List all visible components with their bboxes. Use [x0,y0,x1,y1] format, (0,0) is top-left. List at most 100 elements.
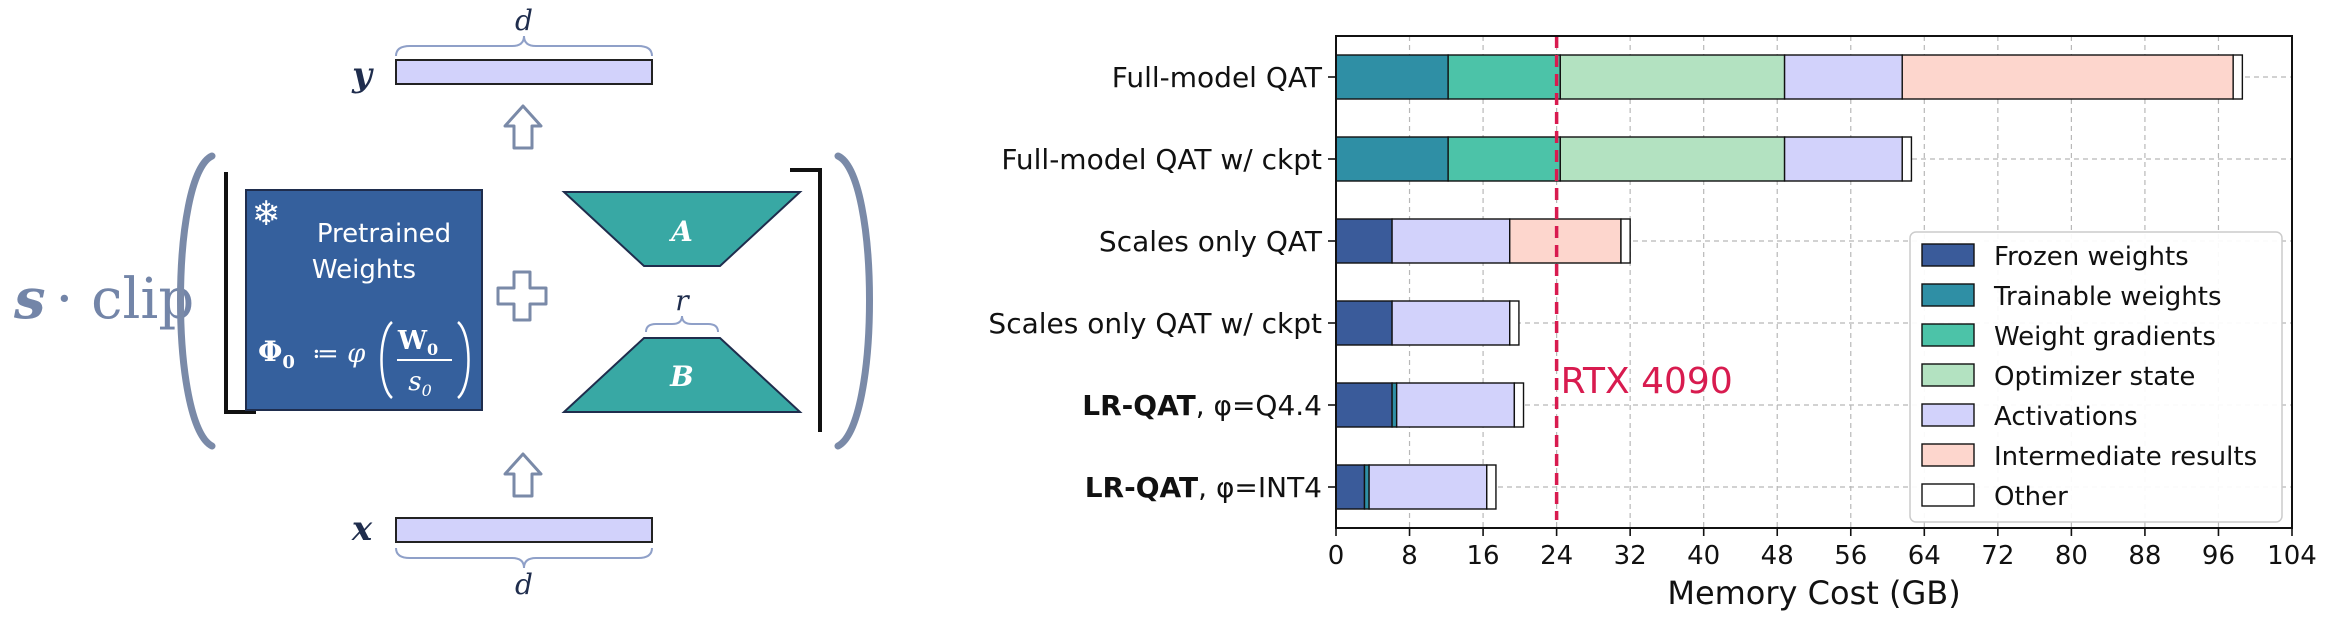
bar-segment-intermediate-results [1901,54,2234,100]
legend-swatch [1921,283,1975,307]
x-tick-label: 80 [2055,541,2088,571]
legend-label: Weight gradients [1994,322,2216,352]
rank-label: r [675,284,690,317]
x-tick-label: 96 [2202,541,2235,571]
bar-segment-optimizer-state [1559,54,1786,100]
bar-segment-weight-gradients [1447,136,1561,182]
fraction-denominator: s0 [408,367,432,400]
pretrained-line2: Weights [312,255,416,285]
input-vector [395,517,653,543]
scale-clip-prefix: s · clip [13,266,194,332]
category-label: Scales only QAT [1099,225,1323,258]
legend: Frozen weights Trainable weights Weight gr… [1909,231,2283,523]
bar-segment-other [1486,464,1497,510]
x-tick-label: 72 [1981,541,2014,571]
bar-segment-activations [1395,382,1516,428]
bar-segment-other [1901,136,1913,182]
legend-swatch [1921,243,1975,267]
category-label: Scales only QAT w/ ckpt [988,307,1322,340]
category-label: Full-model QAT [1112,61,1323,94]
fraction-numerator: W0 [397,326,438,359]
category-label: LR-QAT, φ=INT4 [1085,471,1322,504]
up-arrow-icon [503,104,543,150]
adapter-b-shape [561,337,803,413]
x-tick-label: 32 [1614,541,1647,571]
adapter-a-shape [561,191,803,267]
x-tick-label: 104 [2267,541,2317,571]
phi-symbol: Φ0 [258,335,295,373]
legend-label: Intermediate results [1994,442,2257,472]
legend-label: Activations [1994,402,2138,432]
adapter-b-label: B [669,360,694,393]
x-tick-label: 88 [2128,541,2161,571]
bottom-dim-label: d [515,568,533,601]
bar-segment-activations [1391,218,1511,264]
bar-segment-optimizer-state [1559,136,1786,182]
category-label: Full-model QAT w/ ckpt [1001,143,1322,176]
x-axis-label: Memory Cost (GB) [1667,574,1960,612]
legend-label: Trainable weights [1993,282,2222,312]
bar-segment-weight-gradients [1447,54,1561,100]
bar-segment-activations [1783,54,1903,100]
up-arrow-icon [503,452,543,498]
bar-segment-frozen-weights [1335,464,1366,510]
legend-box [1909,231,2283,523]
input-label: x [351,509,373,549]
bar-segment-other [1513,382,1525,428]
left-bracket [224,172,256,414]
bar-segment-intermediate-results [1509,218,1622,264]
x-tick-label: 64 [1908,541,1941,571]
x-tick-label: 40 [1687,541,1720,571]
reference-line-label: RTX 4090 [1561,361,1733,402]
pretrained-line1: Pretrained [317,219,451,249]
x-axis-ticks: 0 8 16 24 32 40 48 56 64 72 80 88 96 104 [1328,76,2317,571]
lr-qat-diagram: y d s · clip ❄ Pretrained Weights Φ0 ≔ φ … [13,4,873,601]
top-dim-label: d [515,4,533,37]
top-dim-brace [395,35,653,57]
bar-segment-other [1620,218,1631,264]
reference-line-group: RTX 4090 [1554,36,1733,520]
bar-segment-other [2232,54,2244,100]
legend-swatch [1921,323,1975,347]
plus-icon [496,270,548,322]
bar-segment-trainable-weights [1335,136,1449,182]
snowflake-icon: ❄ [252,194,281,234]
category-label: LR-QAT, φ=Q4.4 [1082,389,1322,422]
right-parenthesis [834,152,873,450]
category-labels: Full-model QAT Full-model QAT w/ ckpt Scal… [988,61,1322,504]
x-tick-label: 24 [1540,541,1573,571]
legend-label: Frozen weights [1994,242,2189,272]
assign-phi: ≔ φ [312,339,366,369]
rank-brace [645,315,719,333]
x-tick-label: 16 [1467,541,1500,571]
x-tick-label: 56 [1834,541,1867,571]
pretrained-weights-box [245,189,483,411]
stacked-bars [1335,54,2244,510]
bar-segment-activations [1783,136,1903,182]
left-parenthesis [177,152,216,450]
output-vector [395,59,653,85]
legend-label: Other [1994,482,2068,512]
x-tick-label: 0 [1328,541,1345,571]
legend-swatch [1921,363,1975,387]
legend-swatch [1921,483,1975,507]
x-tick-label: 48 [1761,541,1794,571]
right-bracket [790,168,822,432]
legend-label: Optimizer state [1994,362,2195,392]
bar-segment-activations [1391,300,1511,346]
bar-segment-trainable-weights [1335,54,1449,100]
adapter-a-label: A [668,215,693,248]
legend-swatch [1921,443,1975,467]
formula-left-paren [380,321,393,399]
bar-segment-frozen-weights [1335,218,1393,264]
plot-frame [1335,35,2293,529]
formula-right-paren [457,321,470,399]
bar-segment-activations [1368,464,1488,510]
bar-segment-frozen-weights [1335,300,1393,346]
output-label: y [351,55,374,95]
x-tick-label: 8 [1401,541,1418,571]
quantization-formula: Φ0 ≔ φ W0 s0 [258,321,470,400]
memory-cost-chart: RTX 4090 0 8 16 24 32 40 48 56 64 72 80 88 96 104 Ful… [988,35,2317,612]
bar-segment-other [1509,300,1520,346]
